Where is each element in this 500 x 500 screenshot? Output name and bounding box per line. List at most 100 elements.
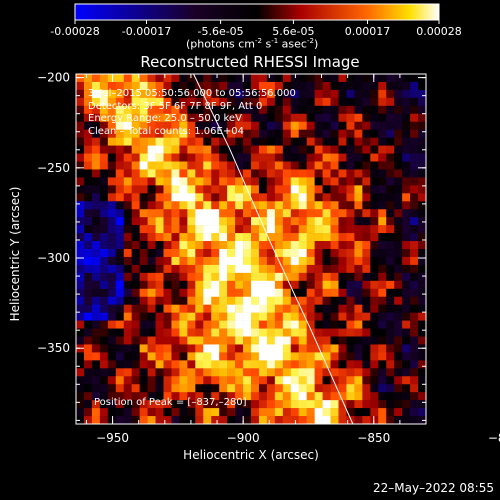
heatmap-cell [418,368,427,377]
heatmap-cell [298,129,307,138]
heatmap-cell [99,177,109,186]
heatmap-cell [274,368,284,377]
heatmap-cell [354,296,363,305]
heatmap-cell [282,74,292,83]
heatmap-cell [266,272,276,282]
heatmap-cell [338,113,347,123]
heatmap-cell [394,272,403,282]
heatmap-cell [322,89,331,99]
heatmap-cell [346,376,355,385]
heatmap-cell [290,312,300,321]
heatmap-cell [251,344,260,353]
heatmap-cell [338,320,347,329]
heatmap-cell [115,280,125,290]
x-tick-label: −950 [96,431,129,445]
heatmap-cell [235,264,244,274]
heatmap-cell [83,97,93,107]
heatmap-cell [346,137,355,146]
heatmap-cell [266,233,276,242]
heatmap-cell [330,201,339,210]
heatmap-cell [107,225,117,234]
heatmap-cell [211,312,220,321]
heatmap-cell [139,312,148,321]
heatmap-cell [171,137,180,146]
heatmap-cell [330,161,339,170]
heatmap-cell [115,384,125,393]
heatmap-cell [243,201,252,210]
heatmap-cell [91,137,101,146]
heatmap-cell [402,392,411,401]
heatmap-cell [418,193,427,202]
heatmap-cell [346,416,355,425]
heatmap-cell [282,360,292,369]
heatmap-cell [179,280,188,290]
heatmap-cell [227,233,236,242]
heatmap-cell [258,177,268,186]
heatmap-cell [171,185,180,194]
heatmap-cell [378,304,387,313]
heatmap-cell [266,185,276,194]
heatmap-cell [362,416,371,425]
heatmap-cell [338,360,347,369]
heatmap-cell [163,153,172,162]
heatmap-cell [83,201,93,210]
heatmap-cell [76,288,85,298]
heatmap-cell [147,344,156,353]
heatmap-cell [314,185,323,194]
heatmap-cell [330,288,339,298]
heatmap-cell [362,97,371,107]
heatmap-cell [282,217,292,226]
heatmap-cell [115,89,125,99]
heatmap-cell [362,280,371,290]
heatmap-cell [76,225,85,234]
heatmap-cell [322,105,331,115]
heatmap-cell [76,312,85,321]
heatmap-cell [410,233,419,242]
heatmap-cell [338,304,347,313]
heatmap-cell [171,145,180,154]
heatmap-cell [123,153,132,162]
heatmap-cell [195,233,204,242]
heatmap-cell [139,368,148,377]
heatmap-cell [290,169,300,178]
heatmap-cell [266,328,276,337]
heatmap-cell [338,344,347,353]
heatmap-cell [290,256,300,266]
heatmap-cell [418,81,427,91]
heatmap-cell [83,153,93,162]
heatmap-cell [251,328,260,337]
heatmap-cell [378,400,387,409]
heatmap-cell [378,264,387,274]
heatmap-cell [402,280,411,290]
heatmap-cell [266,153,276,162]
heatmap-cell [76,328,85,337]
heatmap-cell [115,304,125,313]
heatmap-cell [354,169,363,178]
heatmap-cell [418,74,427,83]
heatmap-cell [386,233,395,242]
heatmap-cell [266,209,276,218]
heatmap-cell [211,74,220,83]
heatmap-cell [91,233,101,242]
heatmap-cell [378,97,387,107]
heatmap-cell [195,225,204,234]
heatmap-cell [115,360,125,369]
heatmap-cell [274,137,284,146]
heatmap-cell [322,185,331,194]
heatmap-cell [282,344,292,353]
heatmap-cell [282,177,292,186]
heatmap-cell [147,272,156,282]
heatmap-cell [330,304,339,313]
heatmap-cell [115,161,125,170]
heatmap-cell [147,97,156,107]
heatmap-cell [346,209,355,218]
x-axis-label: Heliocentric X (arcsec) [183,448,319,462]
heatmap-cell [378,161,387,170]
heatmap-cell [354,105,363,115]
heatmap-cell [131,360,140,369]
heatmap-cell [211,81,220,91]
heatmap-cell [219,201,228,210]
heatmap-cell [243,264,252,274]
heatmap-cell [338,264,347,274]
heatmap-cell [338,169,347,178]
